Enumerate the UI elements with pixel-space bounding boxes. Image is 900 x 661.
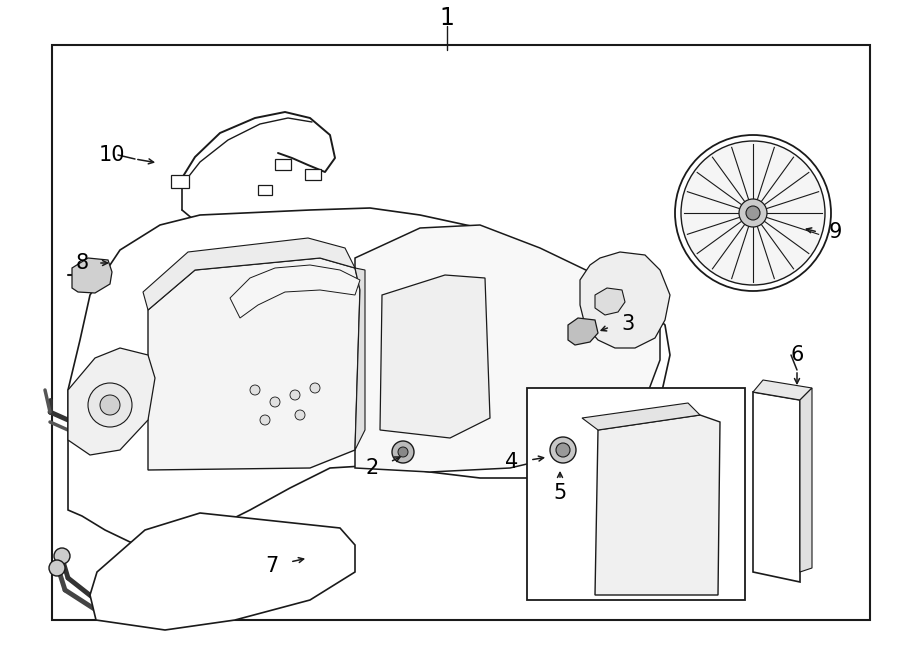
Text: 7: 7 (266, 556, 279, 576)
Polygon shape (148, 258, 360, 470)
Polygon shape (143, 238, 355, 310)
Bar (258, 185, 272, 195)
Text: 8: 8 (76, 253, 88, 273)
Polygon shape (753, 392, 800, 582)
Polygon shape (68, 208, 670, 545)
Circle shape (49, 560, 65, 576)
Circle shape (310, 383, 320, 393)
Circle shape (88, 383, 132, 427)
Circle shape (398, 447, 408, 457)
Polygon shape (753, 380, 812, 400)
Polygon shape (580, 252, 670, 348)
Text: 5: 5 (554, 483, 567, 503)
Circle shape (290, 390, 300, 400)
Circle shape (675, 135, 831, 291)
Circle shape (270, 397, 280, 407)
Text: 2: 2 (365, 458, 379, 478)
Circle shape (556, 443, 570, 457)
Circle shape (392, 441, 414, 463)
Polygon shape (355, 268, 365, 450)
Polygon shape (355, 225, 660, 472)
Bar (527, 388, 745, 600)
Polygon shape (90, 513, 355, 630)
Text: 6: 6 (790, 345, 804, 365)
Bar (275, 159, 291, 170)
Polygon shape (582, 403, 700, 430)
Polygon shape (595, 288, 625, 315)
Polygon shape (68, 348, 155, 455)
Circle shape (295, 410, 305, 420)
Circle shape (250, 385, 260, 395)
Text: 10: 10 (99, 145, 125, 165)
Text: 1: 1 (439, 6, 454, 30)
Circle shape (54, 548, 70, 564)
Polygon shape (568, 318, 598, 345)
Polygon shape (695, 180, 760, 268)
Polygon shape (230, 265, 360, 318)
Circle shape (681, 141, 825, 285)
Circle shape (100, 395, 120, 415)
Text: 4: 4 (506, 452, 518, 472)
Circle shape (260, 415, 270, 425)
Text: 9: 9 (828, 222, 842, 242)
Circle shape (739, 199, 767, 227)
Polygon shape (72, 258, 112, 293)
Polygon shape (595, 415, 720, 595)
Polygon shape (800, 388, 812, 572)
Bar (305, 169, 321, 180)
Text: 3: 3 (621, 314, 634, 334)
Bar (52, 45, 870, 620)
Circle shape (746, 206, 760, 220)
Bar (171, 175, 189, 188)
Circle shape (550, 437, 576, 463)
Polygon shape (380, 275, 490, 438)
